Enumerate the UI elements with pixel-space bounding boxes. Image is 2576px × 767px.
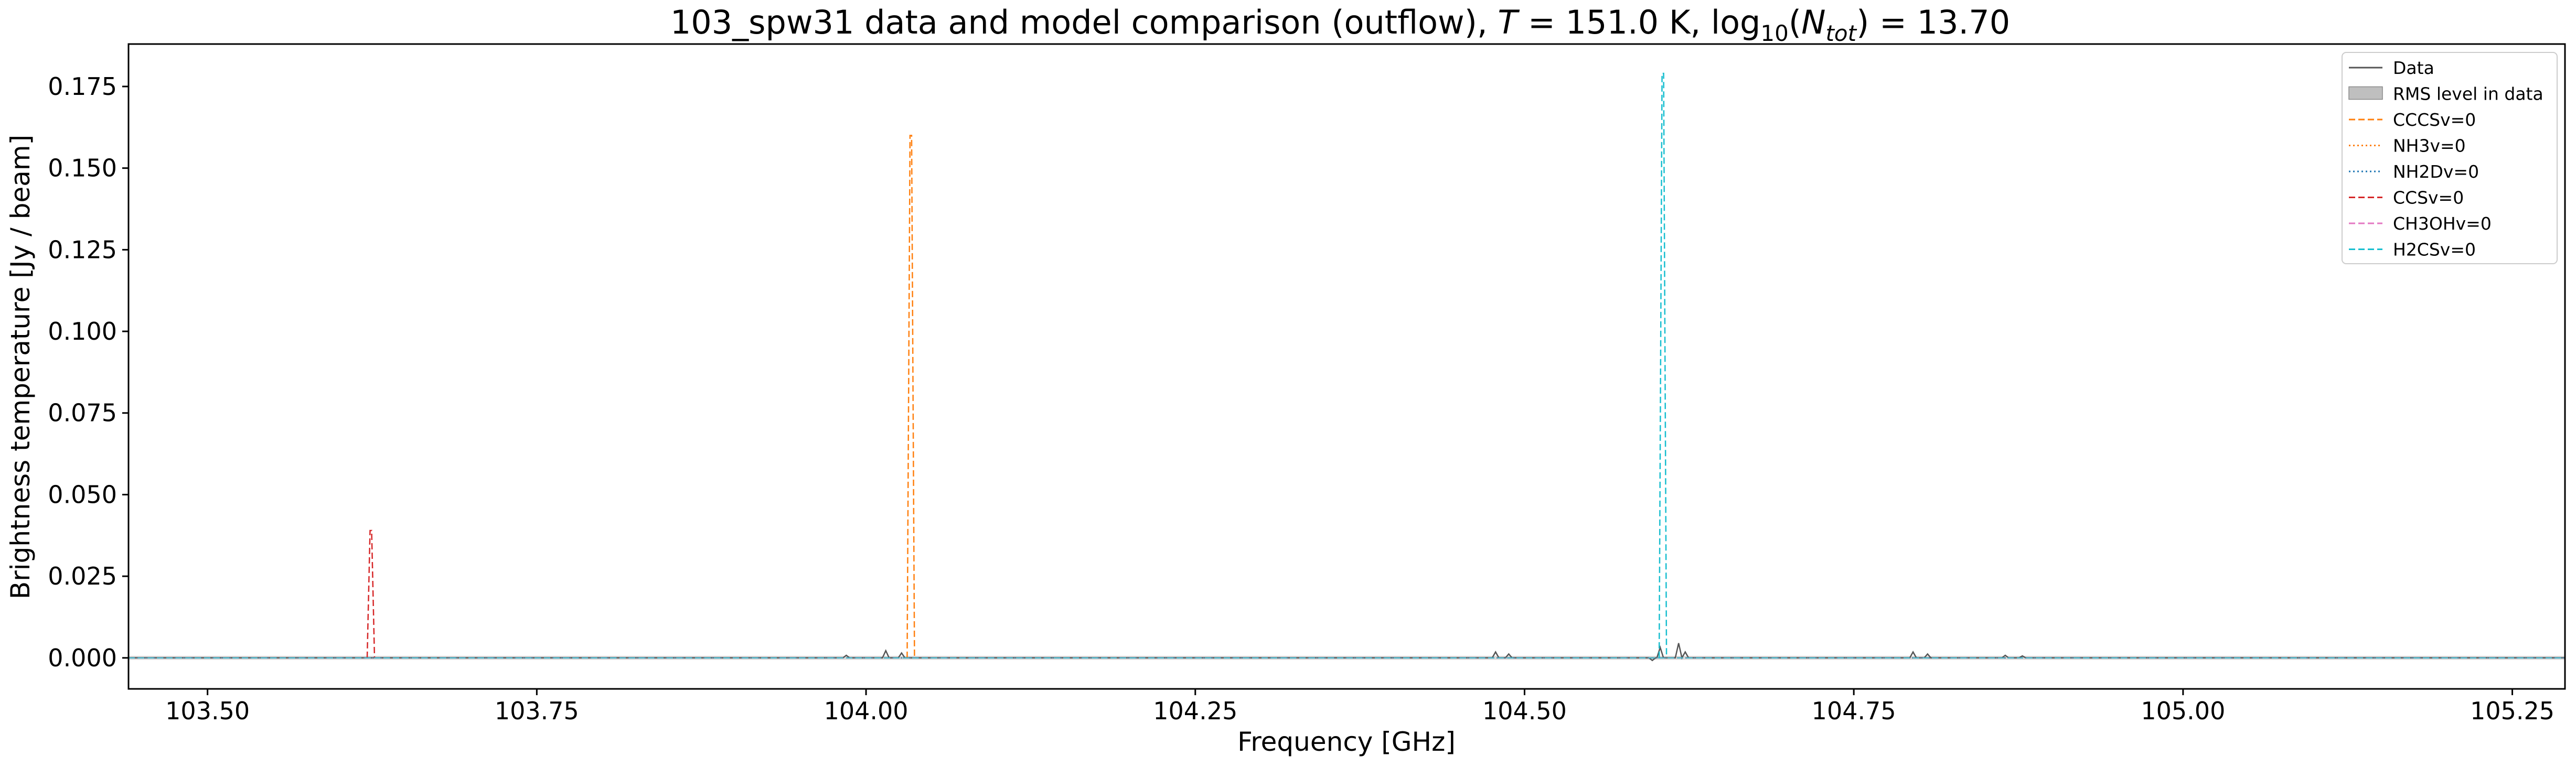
legend-label: CH3OHv=0	[2393, 213, 2492, 234]
x-tick-label: 105.25	[2470, 697, 2554, 725]
x-tick-label: 103.75	[495, 697, 579, 725]
legend-label: NH3v=0	[2393, 136, 2466, 156]
legend-label: NH2Dv=0	[2393, 161, 2479, 182]
x-tick-label: 104.75	[1812, 697, 1896, 725]
legend-label: RMS level in data	[2393, 84, 2543, 104]
x-tick-label: 104.00	[824, 697, 908, 725]
legend-label: H2CSv=0	[2393, 240, 2476, 260]
x-axis-label: Frequency [GHz]	[1237, 727, 1456, 757]
y-tick-label: 0.050	[48, 480, 117, 509]
y-tick-label: 0.000	[48, 644, 117, 672]
series-peak	[366, 530, 376, 658]
plot-area	[129, 72, 2565, 662]
x-tick-label: 104.50	[1482, 697, 1567, 725]
legend-label: CCSv=0	[2393, 188, 2464, 208]
legend-entries: Data RMS level in data CCCSv=0 NH3v=0 NH2Dv=…	[2348, 58, 2543, 260]
legend-swatch	[2348, 86, 2383, 100]
x-tick-label: 105.00	[2141, 697, 2225, 725]
y-tick-label: 0.100	[48, 317, 117, 345]
legend: Data RMS level in data CCCSv=0 NH3v=0 NH2Dv=…	[2342, 52, 2558, 264]
y-axis-label: Brightness temperature [Jy / beam]	[5, 135, 36, 599]
x-tick-label: 104.25	[1153, 697, 1237, 725]
plot-frame	[127, 43, 2566, 690]
y-axis: 0.000 0.025 0.050 0.075 0.100 0.125 0.150 0.175	[48, 72, 129, 672]
series-h2csv-0	[129, 72, 2565, 658]
legend-label: CCCSv=0	[2393, 110, 2476, 130]
y-tick-label: 0.025	[48, 562, 117, 590]
chart-title: 103_spw31 data and model comparison (out…	[670, 3, 2010, 46]
x-axis: 103.50 103.75 104.00 104.25 104.50 104.75 105.…	[165, 689, 2554, 725]
legend-frame	[2342, 52, 2558, 264]
y-tick-label: 0.175	[48, 72, 117, 101]
x-tick-label: 103.50	[165, 697, 250, 725]
y-tick-label: 0.075	[48, 399, 117, 427]
series-layer	[129, 72, 2565, 662]
series-peak	[1658, 72, 1668, 658]
series-cccsv-0	[129, 135, 2565, 658]
y-tick-label: 0.125	[48, 235, 117, 264]
y-tick-label: 0.150	[48, 154, 117, 182]
series-ccsv-0	[129, 530, 2565, 658]
series-peak	[906, 135, 915, 658]
legend-label: Data	[2393, 58, 2434, 78]
